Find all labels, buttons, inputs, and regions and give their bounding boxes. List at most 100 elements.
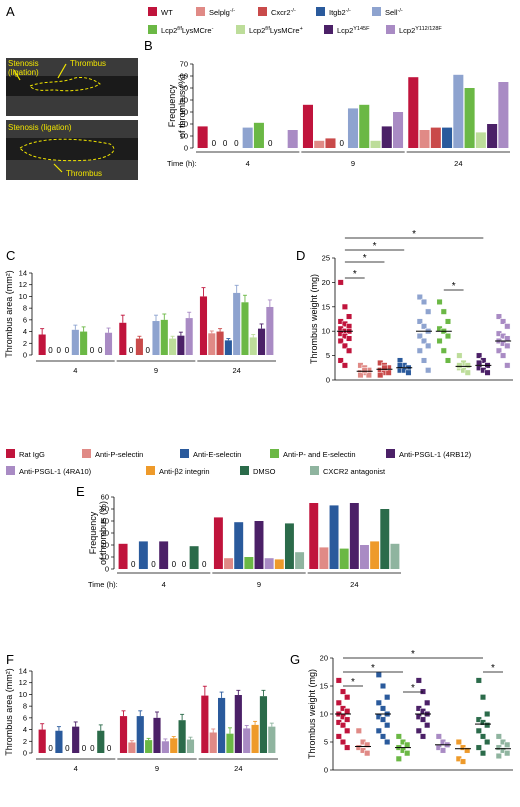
bar bbox=[169, 338, 177, 355]
bar bbox=[347, 108, 359, 148]
legend-swatch bbox=[236, 25, 245, 34]
legend-swatch bbox=[180, 449, 189, 458]
y-tick-label: 6 bbox=[23, 713, 27, 722]
y-tick-label: 14 bbox=[19, 667, 27, 676]
y-tick-label: 12 bbox=[19, 678, 27, 687]
panel-letter-e: E bbox=[76, 484, 85, 499]
zero-label: 0 bbox=[57, 346, 62, 355]
data-point bbox=[395, 755, 402, 762]
bar bbox=[216, 331, 224, 355]
legend-label: WT bbox=[161, 8, 173, 17]
bar bbox=[201, 695, 209, 753]
data-point bbox=[425, 367, 432, 374]
data-point bbox=[344, 744, 351, 751]
x-tick-label: 9 bbox=[154, 366, 158, 375]
zero-label: 0 bbox=[268, 139, 273, 148]
bar bbox=[234, 522, 244, 569]
data-point bbox=[420, 357, 428, 364]
data-point bbox=[384, 694, 391, 701]
significance-star: * bbox=[353, 269, 357, 280]
bar bbox=[329, 505, 339, 569]
data-point bbox=[335, 677, 342, 684]
data-point bbox=[425, 308, 432, 315]
data-point bbox=[379, 682, 387, 690]
x-tick-label: 4 bbox=[162, 580, 166, 589]
data-point bbox=[444, 357, 452, 364]
y-tick-label: 10 bbox=[19, 690, 27, 699]
data-point bbox=[504, 342, 511, 349]
bar bbox=[160, 319, 168, 355]
zero-label: 0 bbox=[107, 744, 112, 753]
legend-swatch bbox=[270, 449, 279, 458]
bar bbox=[218, 697, 226, 753]
x-tick-label: 4 bbox=[246, 159, 250, 168]
y-tick-label: 30 bbox=[180, 108, 188, 117]
data-point bbox=[484, 722, 491, 729]
zero-label: 0 bbox=[234, 139, 239, 148]
x-tick-label: 24 bbox=[350, 580, 358, 589]
data-point bbox=[484, 738, 491, 746]
data-point bbox=[375, 699, 382, 706]
legend-label: Anti-PSGL-1 (4RA10) bbox=[19, 467, 92, 476]
significance-star: * bbox=[351, 677, 355, 688]
image-label-stenosis-2: Stenosis (ligation) bbox=[8, 123, 72, 132]
data-point bbox=[335, 733, 342, 740]
zero-label: 0 bbox=[212, 139, 217, 148]
panel-letter-g: G bbox=[290, 652, 300, 667]
y-tick-label: 70 bbox=[180, 60, 188, 69]
zero-label: 0 bbox=[98, 346, 103, 355]
legend-swatch bbox=[372, 7, 381, 16]
data-point bbox=[375, 671, 382, 678]
bar bbox=[55, 730, 63, 753]
bar bbox=[325, 138, 336, 148]
y-tick-label: 0 bbox=[184, 144, 188, 153]
zero-label: 0 bbox=[129, 346, 134, 355]
data-point bbox=[364, 741, 371, 748]
zero-label: 0 bbox=[48, 744, 53, 753]
y-tick-label: 40 bbox=[101, 517, 109, 526]
bar bbox=[251, 724, 259, 753]
bar bbox=[138, 541, 148, 569]
bar bbox=[135, 338, 143, 355]
significance-star: * bbox=[452, 281, 456, 292]
data-point bbox=[404, 750, 411, 757]
bar bbox=[170, 738, 178, 753]
legend-label: Cxcr2-/- bbox=[271, 8, 296, 17]
legend-label: Lcp2f/fLysMCre+ bbox=[249, 26, 303, 35]
data-point bbox=[444, 318, 452, 325]
legend-swatch bbox=[146, 466, 155, 475]
y-tick-label: 20 bbox=[180, 120, 188, 129]
y-tick-label: 15 bbox=[320, 682, 328, 691]
bar bbox=[119, 716, 128, 753]
bar bbox=[302, 104, 313, 148]
panel-letter-b: B bbox=[144, 38, 153, 53]
bar bbox=[295, 552, 305, 569]
data-point bbox=[344, 694, 351, 701]
legend-swatch bbox=[148, 25, 157, 34]
legend-label: Anti-PSGL-1 (4RB12) bbox=[399, 450, 472, 459]
data-point bbox=[484, 369, 491, 376]
data-point bbox=[479, 733, 487, 740]
data-point bbox=[416, 293, 423, 301]
bar bbox=[189, 546, 199, 569]
bar bbox=[359, 104, 370, 148]
bar bbox=[370, 541, 380, 569]
data-point bbox=[456, 352, 463, 359]
data-point bbox=[495, 313, 502, 320]
data-point bbox=[375, 727, 382, 734]
x-tick-label: 24 bbox=[454, 159, 462, 168]
significance-star: * bbox=[411, 683, 415, 694]
bar bbox=[38, 334, 46, 355]
legend-label: DMSO bbox=[253, 467, 276, 476]
bar bbox=[241, 302, 249, 355]
bar bbox=[264, 558, 274, 569]
bar bbox=[453, 74, 464, 148]
bar bbox=[152, 321, 160, 355]
bar bbox=[97, 730, 105, 753]
y-tick-label: 10 bbox=[320, 710, 328, 719]
